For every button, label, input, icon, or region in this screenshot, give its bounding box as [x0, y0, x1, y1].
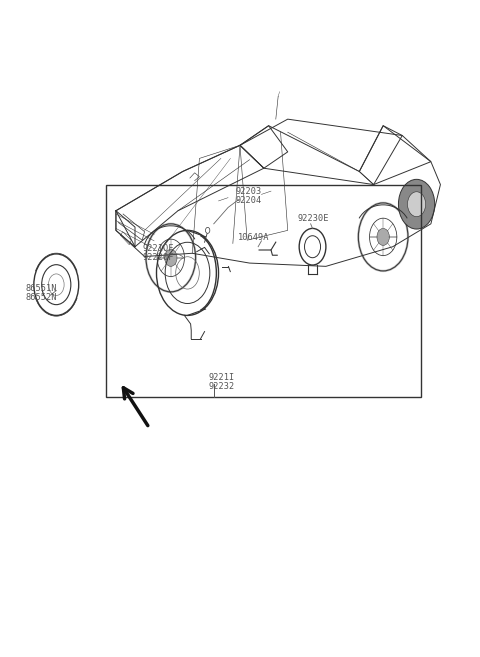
Bar [107, 185, 421, 397]
Text: 92232: 92232 [209, 382, 235, 391]
Text: 9221OF: 9221OF [143, 244, 174, 254]
Text: 86552N: 86552N [25, 293, 57, 302]
Text: 92204: 92204 [235, 196, 262, 205]
Circle shape [165, 250, 177, 266]
Text: 9221I: 9221I [209, 373, 235, 382]
Text: 92203: 92203 [235, 187, 262, 196]
Text: 92220F: 92220F [143, 254, 174, 262]
Text: 10649A: 10649A [238, 233, 270, 242]
Circle shape [398, 179, 435, 229]
Text: 86551N: 86551N [25, 284, 57, 292]
Circle shape [408, 192, 426, 217]
Circle shape [377, 229, 389, 246]
Text: 92230E: 92230E [297, 214, 329, 223]
